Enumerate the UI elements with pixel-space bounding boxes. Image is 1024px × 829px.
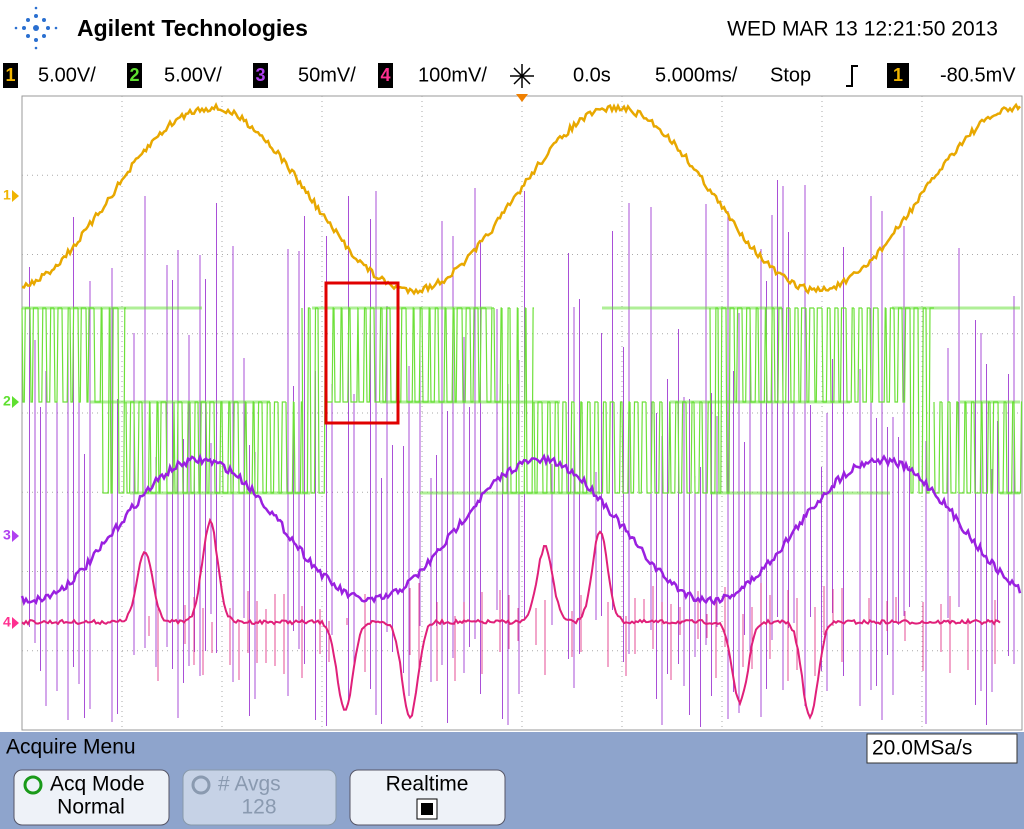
run-state: Stop bbox=[770, 64, 811, 86]
delay-icon bbox=[510, 64, 534, 88]
logo bbox=[14, 6, 58, 50]
ch-marker: 2 bbox=[3, 393, 11, 409]
sample-rate: 20.0MSa/s bbox=[872, 737, 972, 760]
sample-rate-box bbox=[866, 733, 1018, 764]
softkey-bg[interactable] bbox=[182, 769, 337, 826]
trigger-edge bbox=[846, 65, 858, 87]
timebase: 5.000ms/ bbox=[655, 64, 738, 86]
ch-arrow bbox=[12, 396, 19, 408]
ch1-box bbox=[3, 63, 18, 88]
brand: Agilent Technologies bbox=[77, 15, 308, 41]
ch-number: 4 bbox=[380, 65, 390, 85]
ch-marker: 3 bbox=[3, 527, 11, 543]
cycle-icon bbox=[23, 775, 43, 795]
softkey-value: Normal bbox=[57, 796, 125, 819]
time-offset: 0.0s bbox=[573, 64, 611, 86]
softkey-label: Realtime bbox=[386, 773, 469, 796]
status-bar: 1 5.00V/ 2 5.00V/ 3 50mV/ 4 100mV/ 0.0s … bbox=[3, 63, 1016, 88]
ch-arrow bbox=[12, 530, 19, 542]
ch-number: 1 bbox=[5, 65, 15, 85]
menu-title: Acquire Menu bbox=[6, 736, 136, 759]
ch-arrow bbox=[12, 190, 19, 202]
softkey[interactable]: Acq Mode Normal bbox=[13, 769, 170, 826]
channel-markers: 1 2 3 4 bbox=[3, 187, 19, 630]
ch3-box bbox=[253, 63, 268, 88]
ch-scale: 5.00V/ bbox=[164, 64, 222, 86]
trigger-pos-marker bbox=[516, 94, 528, 102]
softkey-label: Acq Mode bbox=[50, 773, 145, 796]
checkbox-fill bbox=[421, 803, 433, 815]
waveforms bbox=[20, 102, 1023, 727]
ch-scale: 5.00V/ bbox=[38, 64, 96, 86]
ch4-spikes bbox=[148, 583, 996, 681]
datetime: WED MAR 13 12:21:50 2013 bbox=[727, 18, 998, 41]
softkey-value: 128 bbox=[241, 796, 276, 819]
ch4-trace bbox=[21, 517, 1001, 720]
trigger-source: 1 bbox=[893, 65, 903, 85]
ch-marker: 1 bbox=[3, 187, 11, 203]
trigger-level: -80.5mV bbox=[940, 64, 1016, 86]
ch2-box bbox=[127, 63, 142, 88]
softkey[interactable]: Realtime bbox=[349, 769, 506, 826]
ch4-box bbox=[378, 63, 393, 88]
ch2-levels bbox=[22, 306, 1020, 495]
ch-scale: 50mV/ bbox=[298, 64, 356, 86]
ch-marker: 4 bbox=[3, 614, 11, 630]
ch-number: 2 bbox=[129, 65, 139, 85]
ch-number: 3 bbox=[255, 65, 265, 85]
ch1-trace bbox=[21, 102, 1021, 296]
trig-box bbox=[887, 63, 909, 88]
softkey-bg[interactable] bbox=[349, 769, 506, 826]
ch3-trace bbox=[20, 452, 1022, 606]
softkey-bg[interactable] bbox=[13, 769, 170, 826]
softkey-label: # Avgs bbox=[218, 773, 281, 796]
highlight-box bbox=[324, 281, 400, 425]
cycle-icon bbox=[191, 775, 211, 795]
ch-scale: 100mV/ bbox=[418, 64, 487, 86]
menu-panel bbox=[0, 732, 1024, 829]
softkey[interactable]: # Avgs 128 bbox=[182, 769, 337, 826]
ch-arrow bbox=[12, 617, 19, 629]
